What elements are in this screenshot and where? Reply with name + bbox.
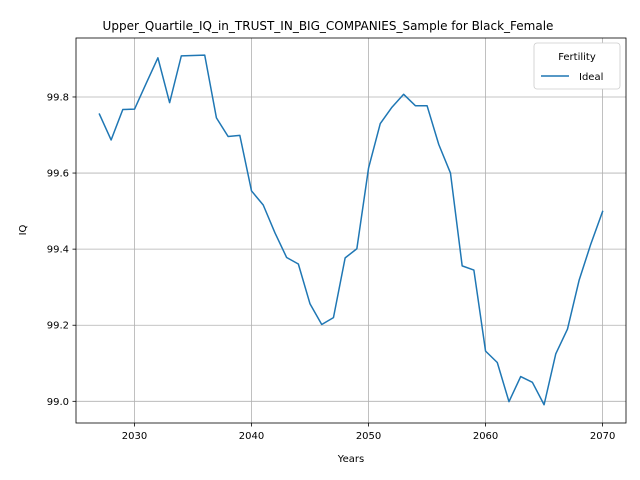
data-point-ideal (495, 361, 499, 365)
data-point-ideal (109, 138, 113, 142)
y-tick-label: 99.6 (47, 169, 69, 180)
data-point-ideal (133, 107, 137, 111)
data-point-ideal (378, 122, 382, 126)
data-point-ideal (285, 256, 289, 260)
axis-ticks: 2030 2040 2050 2060 2070 99.0 99.2 99.4 99.6 99.8 (47, 92, 616, 442)
y-tick-label: 99.2 (47, 321, 69, 332)
plot-area-frame (75, 37, 627, 424)
data-point-ideal (296, 262, 300, 266)
x-tick-label: 2050 (356, 431, 381, 442)
data-point-ideal (144, 81, 148, 85)
data-point-ideal (530, 380, 534, 384)
data-point-ideal (308, 302, 312, 306)
data-point-ideal (331, 316, 335, 320)
data-point-ideal (507, 400, 511, 404)
data-point-ideal (425, 104, 429, 108)
y-axis-label: IQ (18, 224, 29, 235)
data-point-ideal (577, 278, 581, 282)
legend-title: Fertility (558, 52, 596, 63)
data-point-ideal (589, 242, 593, 246)
data-point-ideal (402, 92, 406, 96)
data-point-ideal (179, 54, 183, 58)
x-tick-label: 2030 (122, 431, 147, 442)
data-point-ideal (226, 135, 230, 139)
data-point-ideal (542, 403, 546, 407)
data-point-ideal (156, 56, 160, 60)
data-point-ideal (484, 349, 488, 353)
data-point-ideal (214, 116, 218, 120)
data-point-ideal (413, 104, 417, 108)
data-point-ideal (355, 247, 359, 251)
y-tick-label: 99.4 (47, 245, 69, 256)
legend-label-ideal: Ideal (579, 72, 603, 83)
x-tick-label: 2040 (239, 431, 264, 442)
legend-box (533, 42, 621, 90)
grid-lines (76, 38, 626, 423)
data-point-ideal (238, 133, 242, 137)
chart-title: Upper_Quartile_IQ_in_TRUST_IN_BIG_COMPAN… (103, 19, 554, 33)
data-point-ideal (343, 256, 347, 260)
data-point-ideal (203, 53, 207, 57)
x-axis-label: Years (337, 454, 364, 465)
data-point-ideal (273, 231, 277, 235)
data-point-ideal (97, 112, 101, 116)
data-point-ideal (601, 209, 605, 213)
data-point-ideal (250, 189, 254, 193)
data-point-ideal (367, 166, 371, 170)
data-point-ideal (460, 264, 464, 268)
data-point-ideal (121, 108, 125, 112)
data-point-ideal (168, 101, 172, 105)
data-point-ideal (554, 352, 558, 356)
x-tick-label: 2070 (590, 431, 615, 442)
data-point-ideal (472, 268, 476, 272)
data-point-ideal (191, 54, 195, 58)
data-point-ideal (448, 171, 452, 175)
legend: Fertility Ideal (533, 42, 621, 90)
y-tick-label: 99.0 (47, 397, 69, 408)
data-point-ideal (519, 375, 523, 379)
series-layer (97, 53, 605, 407)
data-point-ideal (320, 322, 324, 326)
series-line-ideal (98, 54, 604, 406)
data-point-ideal (390, 105, 394, 109)
data-point-ideal (565, 327, 569, 331)
x-tick-label: 2060 (473, 431, 498, 442)
data-point-ideal (261, 203, 265, 207)
y-tick-label: 99.8 (47, 92, 69, 103)
data-point-ideal (437, 143, 441, 147)
